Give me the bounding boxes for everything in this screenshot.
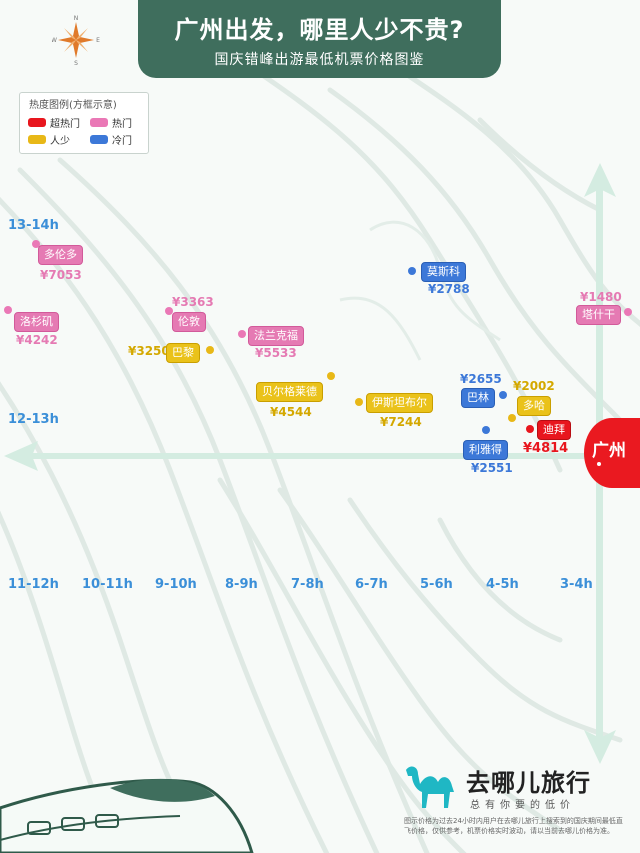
legend-item-hot: 热门 bbox=[90, 115, 132, 130]
origin-label: 广州 bbox=[592, 441, 626, 461]
city-label-belgrade: 贝尔格莱德 bbox=[256, 382, 323, 402]
city-price-belgrade: ¥4544 bbox=[270, 405, 312, 419]
row-label-13-14h: 13-14h bbox=[8, 218, 59, 233]
legend-swatch bbox=[90, 135, 108, 144]
arrow-left-icon bbox=[4, 441, 38, 471]
city-dot bbox=[238, 330, 246, 338]
tick-label: 11-12h bbox=[8, 577, 59, 592]
horizontal-axis bbox=[14, 453, 604, 459]
origin-marker bbox=[584, 418, 640, 488]
tick-label: 5-6h bbox=[420, 577, 453, 592]
city-price-istanbul: ¥7244 bbox=[380, 415, 422, 429]
city-price-dubai: ¥4814 bbox=[523, 441, 569, 456]
arrow-up-icon bbox=[584, 163, 616, 197]
city-dot bbox=[624, 308, 632, 316]
camel-logo-icon bbox=[406, 766, 454, 808]
tick-label: 7-8h bbox=[291, 577, 324, 592]
city-dot bbox=[206, 346, 214, 354]
city-price-los-angeles: ¥4242 bbox=[16, 333, 58, 347]
city-dot bbox=[32, 240, 40, 248]
city-price-frankfurt: ¥5533 bbox=[255, 346, 297, 360]
city-label-istanbul: 伊斯坦布尔 bbox=[366, 393, 433, 413]
city-label-doha: 多哈 bbox=[517, 396, 551, 416]
heat-legend: 热度图例(方框示意) 超热门 热门 人少 冷门 bbox=[19, 92, 149, 154]
legend-item-unpopular: 冷门 bbox=[90, 132, 132, 147]
train-illustration bbox=[0, 778, 254, 853]
city-price-doha: ¥2002 bbox=[513, 379, 555, 393]
origin-dot bbox=[597, 462, 601, 466]
tick-label: 9-10h bbox=[155, 577, 197, 592]
city-label-bahrain: 巴林 bbox=[461, 388, 495, 408]
city-label-london: 伦敦 bbox=[172, 312, 206, 332]
legend-swatch bbox=[90, 118, 108, 127]
city-label-los-angeles: 洛杉矶 bbox=[14, 312, 59, 332]
city-price-paris: ¥3250 bbox=[128, 344, 170, 358]
city-price-london: ¥3363 bbox=[172, 295, 214, 309]
arrow-down-icon bbox=[584, 730, 616, 764]
compass-n: N bbox=[74, 15, 79, 22]
city-dot bbox=[355, 398, 363, 406]
page-title: 广州出发，哪里人少不贵? bbox=[174, 16, 465, 44]
page-subtitle: 国庆错峰出游最低机票价格图鉴 bbox=[214, 52, 425, 68]
city-dot bbox=[482, 426, 490, 434]
city-price-riyadh: ¥2551 bbox=[471, 461, 513, 475]
city-label-tashkent: 塔什干 bbox=[576, 305, 621, 325]
legend-label: 热门 bbox=[112, 119, 132, 130]
brand-slogan: 总有你要的低价 bbox=[470, 800, 575, 811]
city-dot bbox=[408, 267, 416, 275]
city-price-bahrain: ¥2655 bbox=[460, 372, 502, 386]
city-label-dubai: 迪拜 bbox=[537, 420, 571, 440]
row-label-12-13h: 12-13h bbox=[8, 412, 59, 427]
compass-e: E bbox=[96, 37, 100, 44]
legend-label: 超热门 bbox=[50, 119, 80, 130]
city-dot bbox=[165, 307, 173, 315]
city-price-tashkent: ¥1480 bbox=[580, 290, 622, 304]
tick-label: 8-9h bbox=[225, 577, 258, 592]
city-label-frankfurt: 法兰克福 bbox=[248, 326, 304, 346]
tick-label: 10-11h bbox=[82, 577, 133, 592]
title-banner: 广州出发，哪里人少不贵? 国庆错峰出游最低机票价格图鉴 bbox=[138, 0, 501, 78]
city-dot bbox=[4, 306, 12, 314]
city-label-toronto: 多伦多 bbox=[38, 245, 83, 265]
legend-label: 冷门 bbox=[112, 136, 132, 147]
city-dot bbox=[327, 372, 335, 380]
legend-item-super-hot: 超热门 bbox=[28, 115, 80, 130]
city-dot bbox=[526, 425, 534, 433]
city-label-paris: 巴黎 bbox=[166, 343, 200, 363]
legend-item-few-people: 人少 bbox=[28, 132, 70, 147]
city-label-moscow: 莫斯科 bbox=[421, 262, 466, 282]
tick-label: 4-5h bbox=[486, 577, 519, 592]
compass-w: W bbox=[52, 37, 57, 44]
compass-s: S bbox=[74, 60, 78, 66]
compass-rose-icon: N S W E bbox=[51, 14, 100, 67]
legend-label: 人少 bbox=[50, 136, 70, 147]
legend-swatch bbox=[28, 135, 46, 144]
disclaimer-text: 图示价格为过去24小时内用户在去哪儿旅行上搜索到的国庆期间最低直飞价格，仅供参考… bbox=[404, 817, 623, 835]
legend-swatch bbox=[28, 118, 46, 127]
tick-label: 3-4h bbox=[560, 577, 593, 592]
brand-name: 去哪儿旅行 bbox=[466, 769, 591, 797]
legend-title: 热度图例(方框示意) bbox=[29, 100, 117, 111]
city-price-moscow: ¥2788 bbox=[428, 282, 470, 296]
tick-label: 6-7h bbox=[355, 577, 388, 592]
city-price-toronto: ¥7053 bbox=[40, 268, 82, 282]
city-dot bbox=[508, 414, 516, 422]
city-label-riyadh: 利雅得 bbox=[463, 440, 508, 460]
city-dot bbox=[499, 391, 507, 399]
